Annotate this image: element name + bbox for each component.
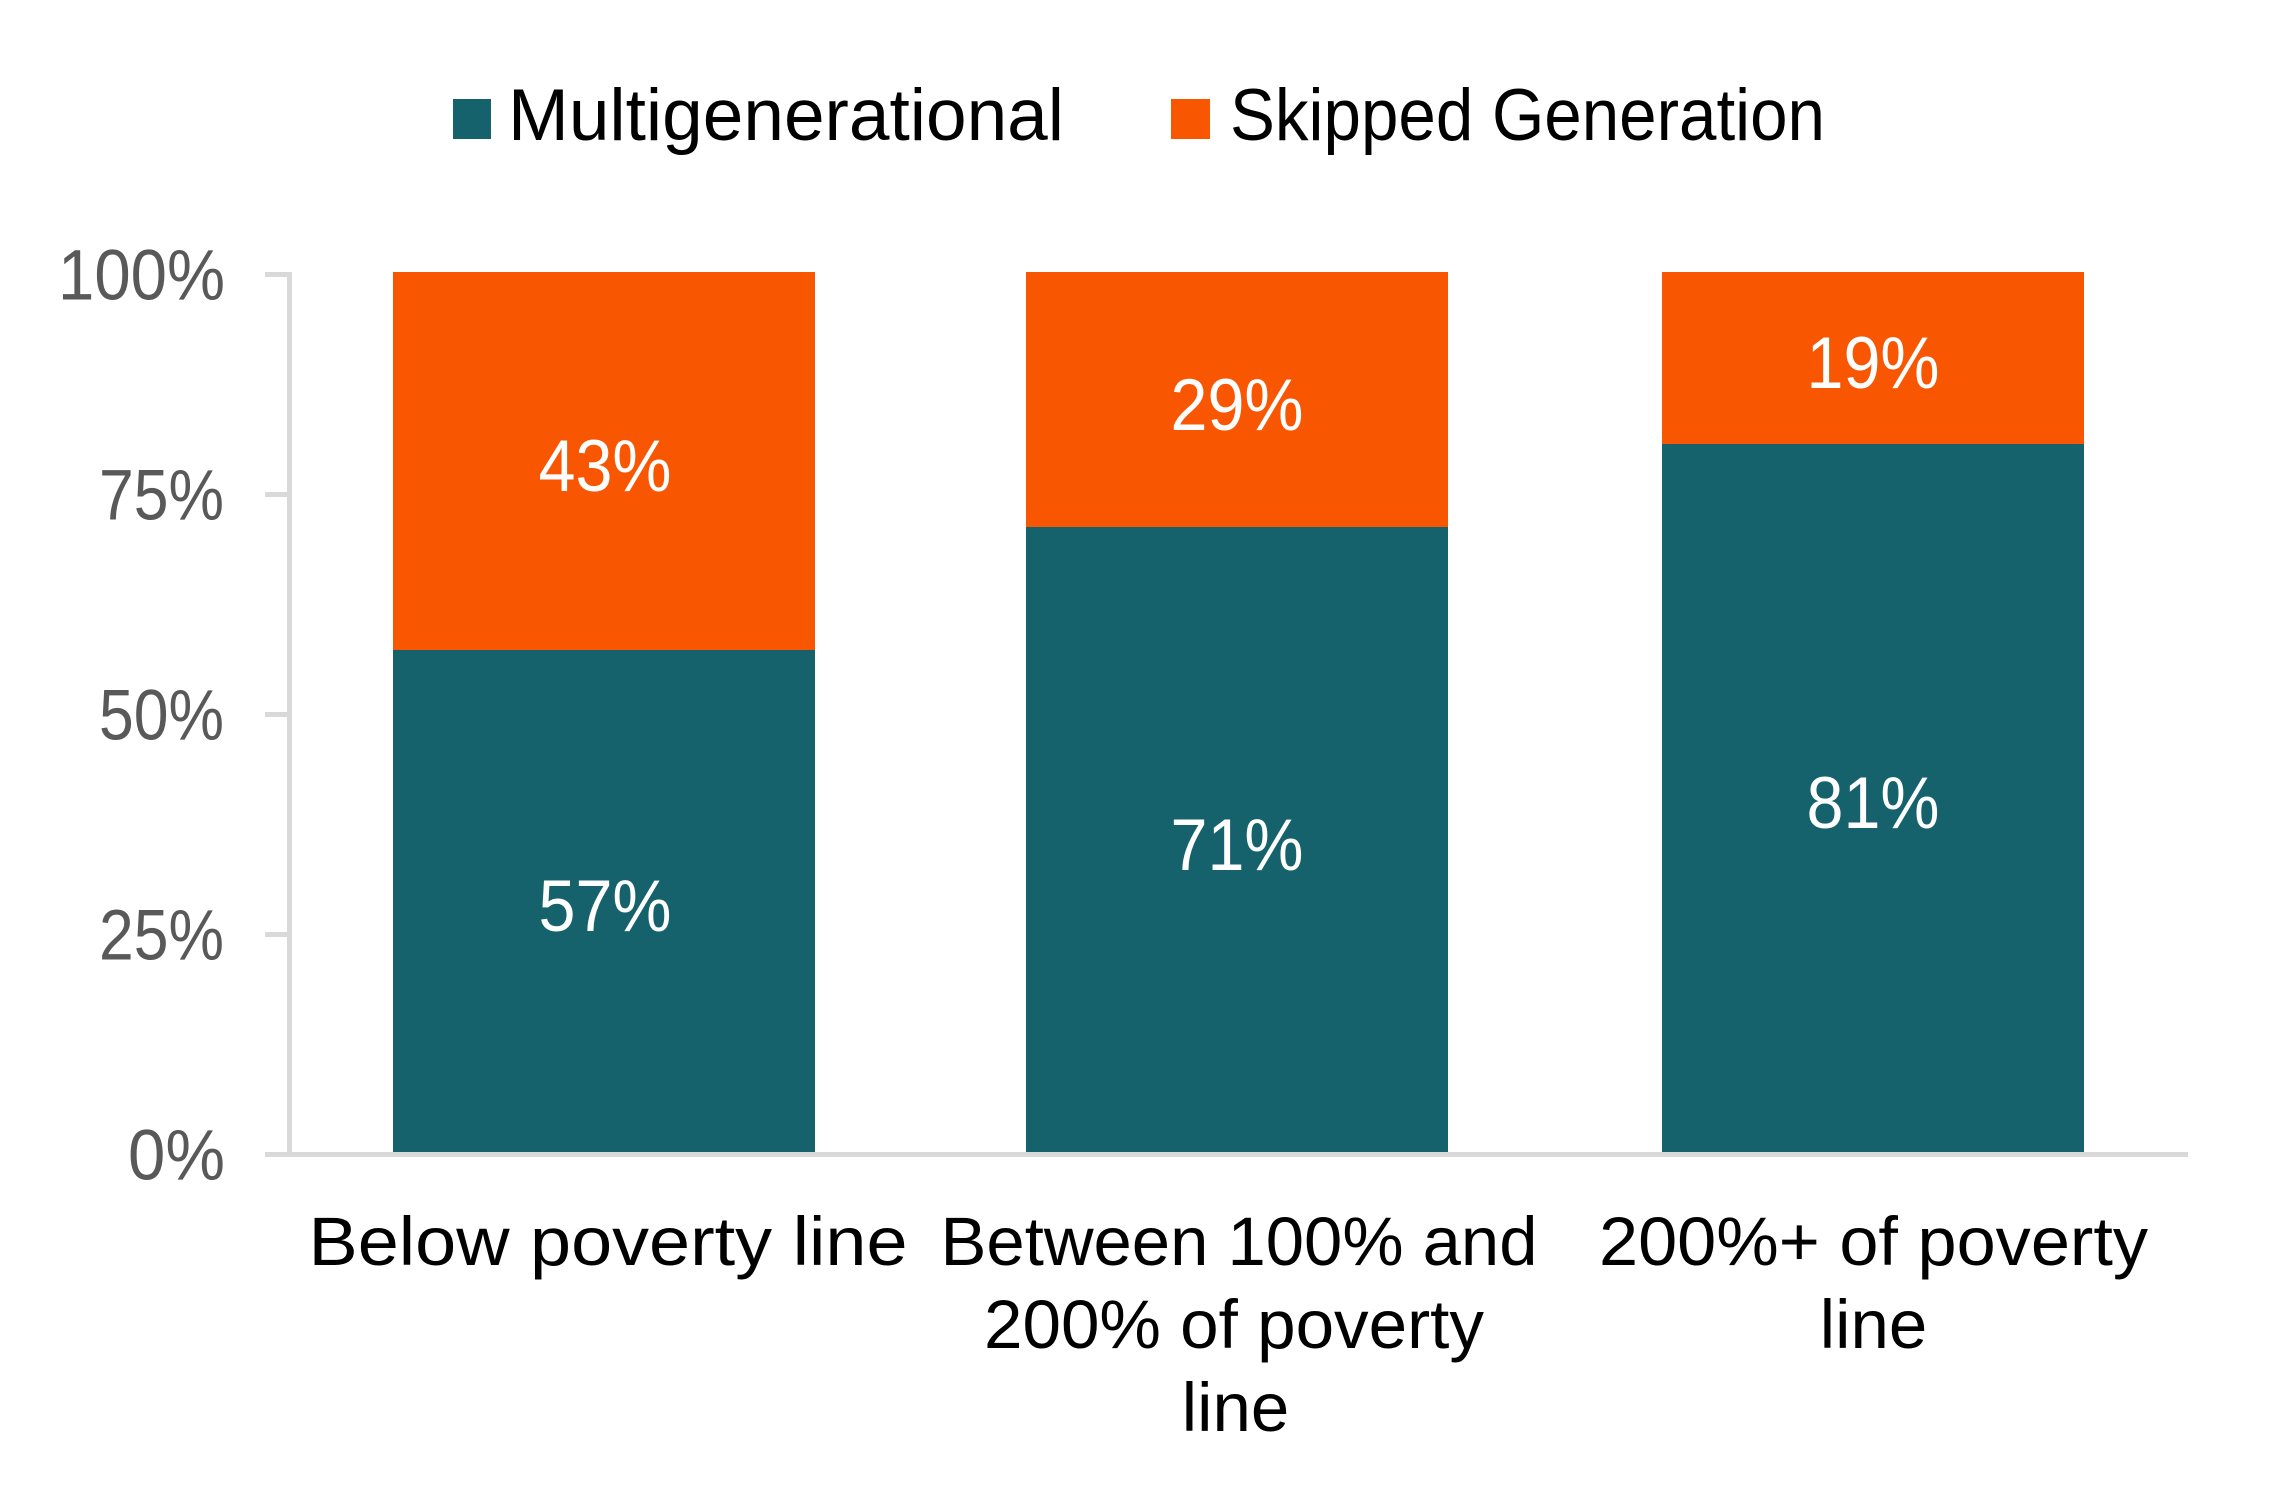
svg-text:Skipped Generation: Skipped Generation [1230, 75, 1825, 156]
svg-text:71%: 71% [1171, 805, 1304, 886]
svg-text:line: line [1820, 1286, 1927, 1363]
svg-text:29%: 29% [1171, 365, 1304, 446]
svg-text:43%: 43% [539, 426, 672, 507]
svg-text:Below poverty line: Below poverty line [309, 1203, 908, 1280]
svg-text:50%: 50% [99, 677, 224, 756]
svg-text:75%: 75% [99, 457, 224, 536]
svg-text:25%: 25% [99, 897, 224, 976]
svg-text:line: line [1182, 1369, 1289, 1446]
svg-text:200% of poverty: 200% of poverty [984, 1286, 1484, 1363]
svg-text:Between 100% and: Between 100% and [941, 1203, 1538, 1280]
svg-text:57%: 57% [539, 866, 672, 947]
svg-text:Multigenerational: Multigenerational [508, 75, 1064, 156]
svg-text:81%: 81% [1807, 763, 1940, 844]
svg-text:200%+ of poverty: 200%+ of poverty [1599, 1203, 2148, 1280]
svg-text:0%: 0% [128, 1117, 225, 1196]
svg-text:100%: 100% [58, 237, 225, 316]
svg-text:19%: 19% [1807, 323, 1940, 404]
